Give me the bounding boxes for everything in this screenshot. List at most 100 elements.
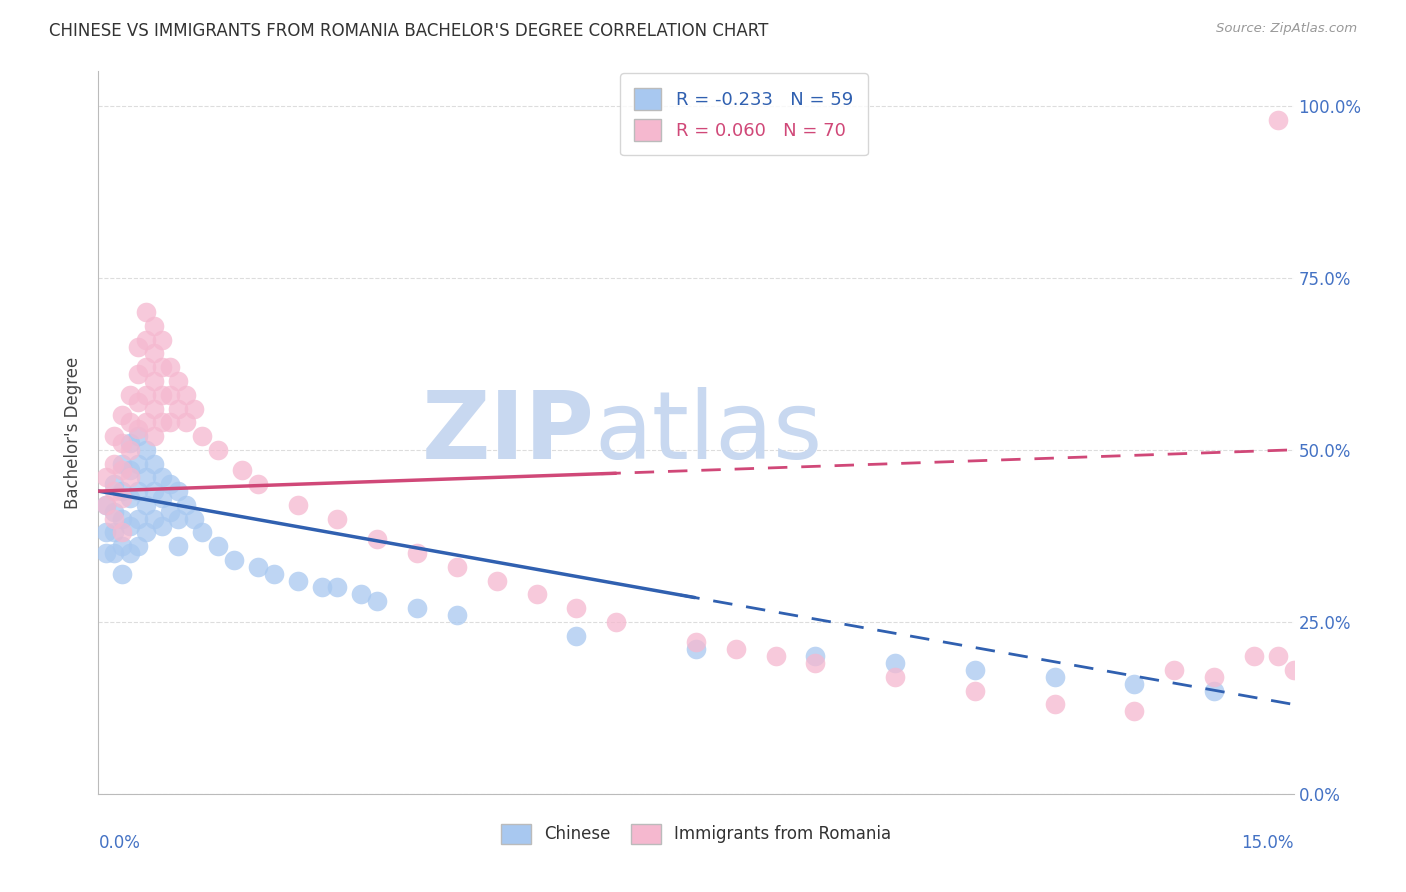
Point <box>685 635 707 649</box>
Point <box>120 470 142 484</box>
Point <box>111 539 134 553</box>
Point <box>565 601 588 615</box>
Text: atlas: atlas <box>595 386 823 479</box>
Legend: Chinese, Immigrants from Romania: Chinese, Immigrants from Romania <box>495 817 897 851</box>
Point <box>174 498 197 512</box>
Point <box>804 649 827 664</box>
Point <box>765 649 787 664</box>
Point <box>446 559 468 574</box>
Point <box>135 470 157 484</box>
Point <box>724 642 747 657</box>
Point <box>159 388 181 402</box>
Point <box>111 409 134 423</box>
Point <box>605 615 627 629</box>
Point <box>159 477 181 491</box>
Point <box>111 436 134 450</box>
Point <box>167 511 190 525</box>
Point <box>96 546 118 560</box>
Point <box>135 360 157 375</box>
Point <box>1043 698 1066 712</box>
Text: CHINESE VS IMMIGRANTS FROM ROMANIA BACHELOR'S DEGREE CORRELATION CHART: CHINESE VS IMMIGRANTS FROM ROMANIA BACHE… <box>49 22 769 40</box>
Point <box>103 429 125 443</box>
Point <box>143 374 166 388</box>
Point <box>127 511 149 525</box>
Point <box>150 388 173 402</box>
Point <box>963 683 986 698</box>
Point <box>287 574 309 588</box>
Point <box>685 642 707 657</box>
Point <box>246 477 269 491</box>
Point <box>143 511 166 525</box>
Point <box>143 318 166 333</box>
Point <box>526 587 548 601</box>
Point <box>103 457 125 471</box>
Text: 0.0%: 0.0% <box>98 834 141 852</box>
Point <box>366 594 388 608</box>
Point <box>120 518 142 533</box>
Point <box>159 505 181 519</box>
Point <box>111 566 134 581</box>
Point <box>135 525 157 540</box>
Point <box>120 442 142 457</box>
Point <box>350 587 373 601</box>
Point <box>174 415 197 429</box>
Point <box>1267 112 1289 127</box>
Point <box>207 442 229 457</box>
Point <box>222 553 245 567</box>
Point <box>143 484 166 499</box>
Point <box>1202 670 1225 684</box>
Point <box>1282 663 1305 677</box>
Point <box>1322 670 1344 684</box>
Point <box>120 388 142 402</box>
Point <box>111 463 134 477</box>
Point <box>191 429 214 443</box>
Point <box>231 463 253 477</box>
Point <box>183 401 205 416</box>
Point <box>143 429 166 443</box>
Text: 15.0%: 15.0% <box>1241 834 1294 852</box>
Point <box>406 546 429 560</box>
Point <box>150 415 173 429</box>
Point <box>135 305 157 319</box>
Point <box>287 498 309 512</box>
Point <box>120 491 142 505</box>
Point <box>120 415 142 429</box>
Point <box>127 457 149 471</box>
Point <box>150 491 173 505</box>
Point <box>1267 649 1289 664</box>
Point <box>103 505 125 519</box>
Point <box>1243 649 1265 664</box>
Point <box>263 566 285 581</box>
Point <box>246 559 269 574</box>
Point <box>150 470 173 484</box>
Point <box>127 484 149 499</box>
Point <box>143 457 166 471</box>
Text: Source: ZipAtlas.com: Source: ZipAtlas.com <box>1216 22 1357 36</box>
Point <box>366 533 388 547</box>
Point <box>446 607 468 622</box>
Point <box>191 525 214 540</box>
Point <box>143 346 166 360</box>
Point <box>1163 663 1185 677</box>
Point <box>485 574 508 588</box>
Point <box>167 539 190 553</box>
Point <box>96 498 118 512</box>
Point <box>111 457 134 471</box>
Point <box>103 484 125 499</box>
Point <box>120 436 142 450</box>
Point <box>159 415 181 429</box>
Point <box>207 539 229 553</box>
Text: ZIP: ZIP <box>422 386 595 479</box>
Point <box>1043 670 1066 684</box>
Point <box>311 581 333 595</box>
Point <box>183 511 205 525</box>
Point <box>103 477 125 491</box>
Point <box>565 629 588 643</box>
Point <box>103 525 125 540</box>
Point <box>150 360 173 375</box>
Point <box>127 429 149 443</box>
Point <box>884 670 907 684</box>
Point <box>127 394 149 409</box>
Point <box>326 581 349 595</box>
Point <box>1123 704 1146 718</box>
